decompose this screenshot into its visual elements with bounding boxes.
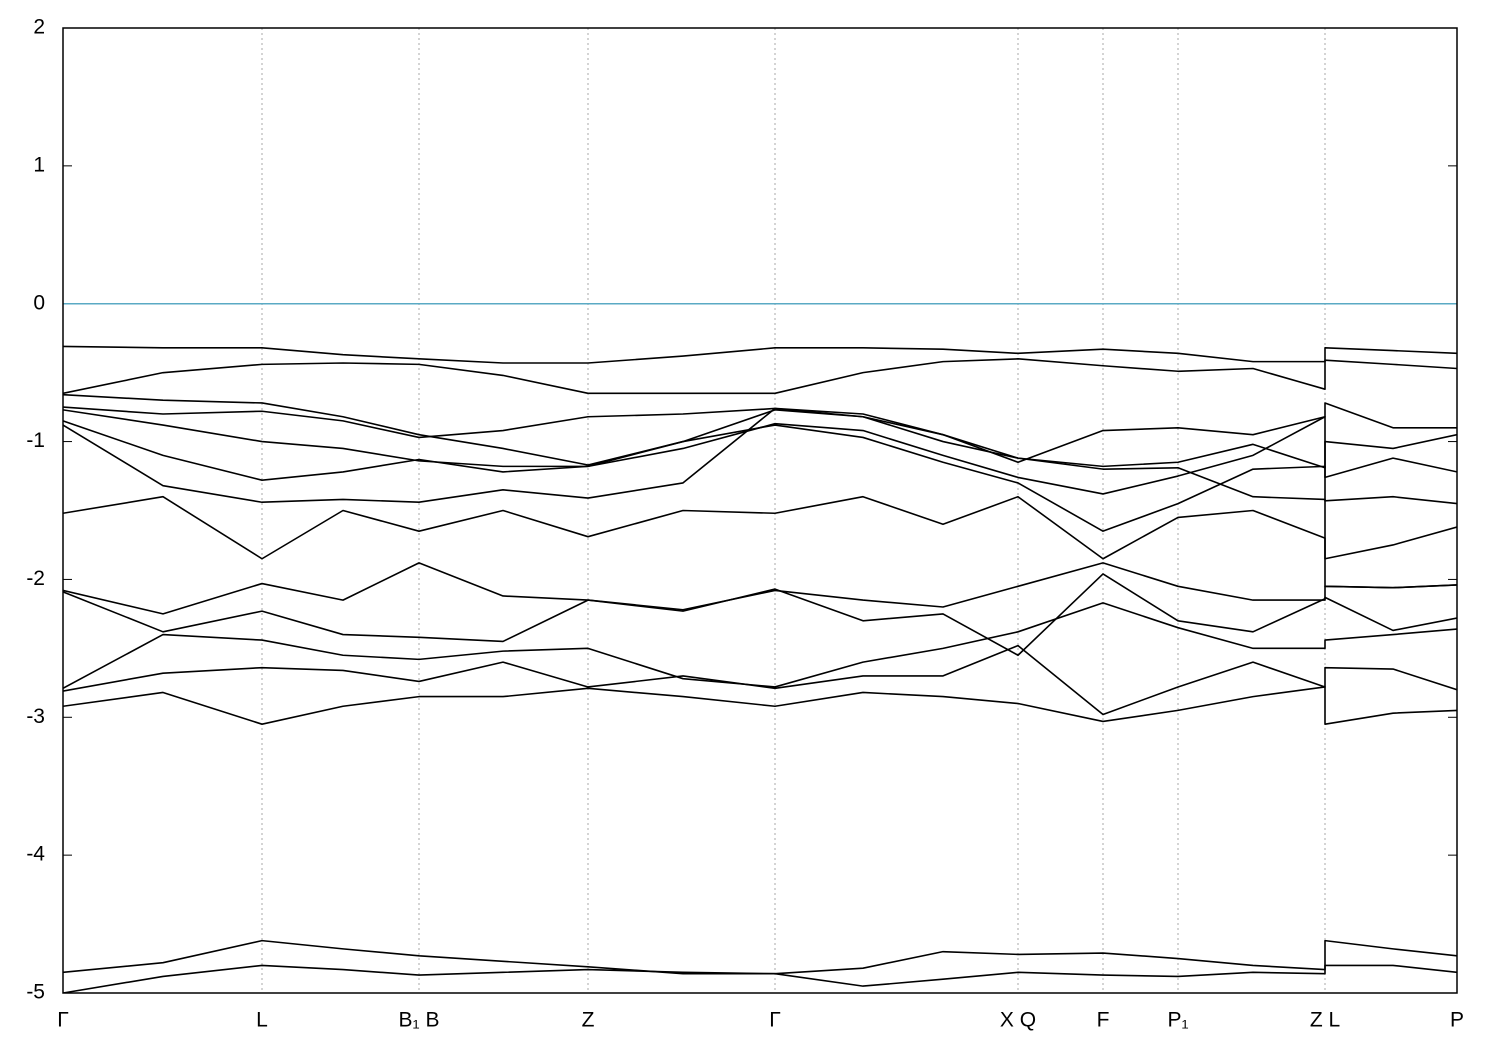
band-line <box>63 407 1457 560</box>
x-tick-label: F <box>1097 1009 1110 1032</box>
band-line <box>63 562 1457 615</box>
band-line <box>63 358 1457 395</box>
x-tick-label: P₁ <box>1167 1009 1188 1032</box>
y-tick-label: -4 <box>26 843 45 866</box>
band-line <box>63 964 1457 993</box>
plot-area <box>63 345 1457 993</box>
band-line <box>63 573 1457 657</box>
band-line <box>63 939 1457 975</box>
band-line <box>63 420 1457 532</box>
x-tick-label: P <box>1450 1009 1464 1032</box>
y-tick-label: -5 <box>26 981 45 1004</box>
band-line <box>63 409 1457 495</box>
y-tick-label: -3 <box>26 705 45 728</box>
y-tick-label: -1 <box>26 429 45 452</box>
y-tick-label: 1 <box>33 153 45 176</box>
band-line <box>63 602 1457 690</box>
x-tick-label: Z L <box>1310 1009 1340 1032</box>
y-tick-label: 0 <box>33 291 45 314</box>
band-line <box>63 495 1457 589</box>
band-line <box>63 345 1457 364</box>
plot-frame <box>62 27 1458 994</box>
x-tick-label: X Q <box>1000 1009 1036 1032</box>
band-line <box>63 402 1457 464</box>
x-tick-label: Γ <box>57 1009 69 1032</box>
band-line <box>63 686 1457 725</box>
x-tick-label: Γ <box>769 1009 781 1032</box>
x-tick-label: L <box>256 1009 268 1032</box>
x-tick-label: Z <box>582 1009 595 1032</box>
y-tick-label: 2 <box>33 16 45 39</box>
x-tick-label: B₁ B <box>399 1009 440 1032</box>
y-tick-label: -2 <box>26 567 45 590</box>
